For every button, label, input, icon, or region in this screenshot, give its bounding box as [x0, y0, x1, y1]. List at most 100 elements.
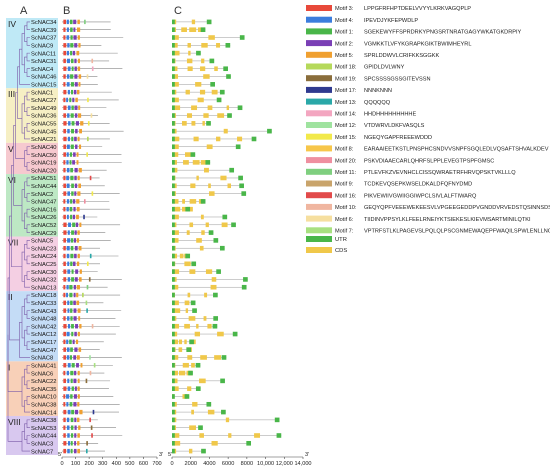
cds-box: [208, 35, 215, 40]
cds-box: [189, 27, 197, 33]
utr-box: [172, 370, 175, 376]
motif-box: [69, 19, 73, 25]
motif-box: [77, 441, 80, 446]
motif-box: [73, 292, 76, 298]
cds-box: [184, 323, 190, 329]
utr-box: [172, 386, 175, 391]
utr-box: [172, 175, 175, 181]
cds-box: [173, 277, 177, 282]
motif-box: [70, 35, 73, 40]
cds-box: [197, 97, 204, 103]
utr-box: [172, 308, 175, 313]
motif-box: [71, 136, 74, 142]
motif-box: [74, 386, 77, 391]
utr-box: [172, 253, 175, 259]
utr-box: [190, 300, 196, 306]
gene-name: ScNAC23: [31, 246, 56, 252]
utr-box: [172, 425, 175, 430]
utr-box: [221, 409, 226, 415]
motif-box: [66, 347, 70, 352]
gene-name: ScNAC26: [31, 215, 56, 221]
motif-box: [76, 160, 79, 165]
motif-name: Motif 6:: [335, 217, 354, 223]
utr-box: [172, 394, 175, 399]
gene-name: ScNAC31: [31, 59, 56, 65]
group-label: VI: [8, 175, 16, 185]
utr-box: [213, 238, 219, 243]
cds-box: [178, 339, 183, 345]
motif-sequence: QQQQQQ: [364, 100, 391, 106]
motif-box: [66, 35, 70, 40]
utr-box: [216, 269, 221, 274]
motif-box: [63, 409, 67, 415]
utr-box: [172, 378, 175, 384]
motif-box: [78, 167, 82, 173]
motif-sequence: HHDHHHHHHHHHE: [364, 112, 416, 118]
cds-box: [191, 121, 196, 126]
cds-box: [172, 50, 180, 56]
motif-box: [63, 425, 66, 430]
motif-box: [66, 214, 69, 220]
utr-box: [172, 347, 175, 352]
motif-box: [79, 409, 83, 415]
motif-swatch: [306, 168, 332, 175]
motif-box: [77, 66, 81, 71]
motif-sequence: SPCSSSSGSSGITEVSSN: [364, 76, 431, 82]
motif-box: [72, 160, 76, 165]
utr-box: [195, 362, 201, 368]
motif-box: [70, 214, 73, 220]
motif-box: [66, 206, 69, 212]
cds-box: [202, 121, 205, 126]
motif-name: Motif 14:: [335, 112, 357, 118]
gene-name: ScNAC38: [31, 402, 56, 408]
gene-name: ScNAC49: [31, 106, 56, 112]
axis-tick-label: 2000: [184, 461, 196, 467]
motif-box: [74, 58, 77, 64]
utr-box: [184, 394, 190, 399]
utr-box: [267, 128, 272, 134]
motif-box: [78, 43, 81, 48]
utr-box: [274, 417, 280, 423]
utr-box: [172, 284, 175, 290]
cds-box: [184, 339, 187, 345]
motif-box: [69, 152, 73, 157]
motif-box: [74, 331, 77, 337]
motif-box: [77, 394, 80, 399]
motif-box: [66, 175, 70, 181]
cds-box: [210, 284, 217, 290]
cds-box: [185, 308, 189, 313]
motif-box: [73, 206, 76, 212]
cds-box: [173, 370, 178, 376]
cds-box: [227, 183, 231, 189]
utr-box: [172, 401, 175, 407]
cds-box: [211, 89, 218, 95]
cds-box: [207, 323, 212, 329]
motif-box: [63, 269, 67, 274]
motif-box: [79, 128, 82, 134]
motif-name: Motif 15:: [335, 135, 357, 141]
motif-name: Motif 2:: [335, 41, 354, 47]
cds-box: [203, 113, 209, 118]
motif-box: [67, 386, 71, 391]
utr-box: [172, 417, 175, 423]
motif-name: Motif 17:: [335, 88, 357, 94]
gene-name: ScNAC34: [31, 20, 57, 26]
motif-box: [63, 308, 67, 313]
cds-box: [200, 214, 204, 220]
motif-box: [71, 324, 74, 329]
cds-box: [206, 144, 213, 150]
motif-box: [80, 121, 84, 126]
gene-name: ScNAC53: [31, 426, 56, 432]
utr-box: [216, 97, 222, 103]
cds-box: [173, 214, 179, 220]
motif-box: [68, 121, 71, 126]
utr-box: [172, 448, 175, 454]
utr-box: [232, 331, 238, 337]
utr-box: [219, 245, 225, 251]
motif-box: [74, 66, 77, 71]
motif-swatch: [306, 98, 332, 105]
utr-box: [206, 401, 212, 407]
motif-box: [74, 409, 79, 415]
motif-name: Motif 19:: [335, 76, 357, 82]
utr-box: [198, 425, 203, 430]
